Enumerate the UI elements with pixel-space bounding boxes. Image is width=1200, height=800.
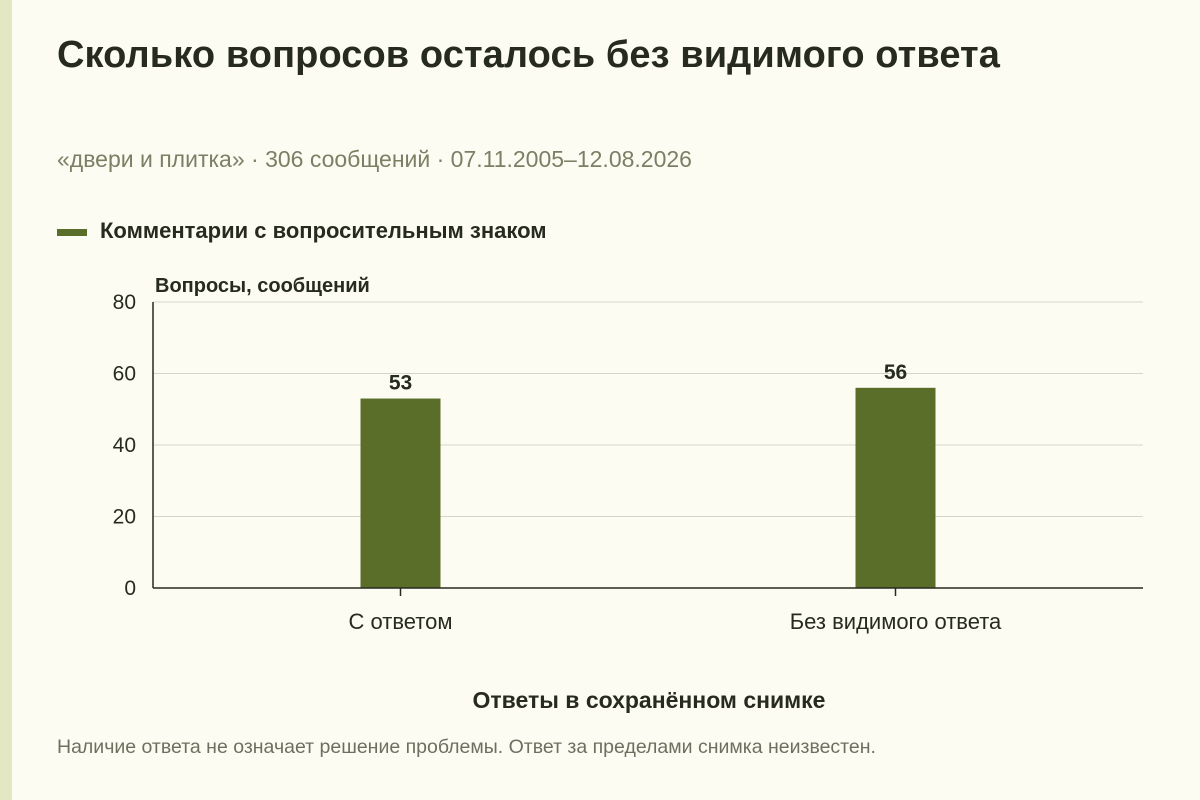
chart-subtitle: «двери и плитка» · 306 сообщений · 07.11… — [57, 146, 692, 172]
x-tick-labels: С ответом Без видимого ответа — [349, 588, 1002, 634]
y-tick-label: 0 — [124, 577, 136, 600]
x-tick-label: С ответом — [349, 609, 453, 634]
bar-value-label: 53 — [389, 372, 412, 395]
bar-value-label: 56 — [884, 361, 907, 384]
y-tick-label: 20 — [113, 506, 136, 529]
data-labels: 53 56 — [389, 361, 907, 395]
legend: Комментарии с вопросительным знаком — [57, 218, 547, 244]
gridlines — [153, 301, 1143, 517]
bar — [855, 387, 936, 588]
bars — [360, 387, 936, 588]
y-tick-label: 60 — [113, 363, 136, 386]
bar — [360, 398, 441, 588]
footnote: Наличие ответа не означает решение пробл… — [57, 736, 876, 758]
x-axis-title: Ответы в сохранённом снимке — [473, 687, 826, 713]
y-axis-title: Вопросы, сообщений — [155, 275, 370, 297]
y-tick-label: 40 — [113, 434, 136, 457]
left-accent-bar — [0, 0, 12, 800]
x-tick-label: Без видимого ответа — [790, 609, 1002, 634]
legend-label: Комментарии с вопросительным знаком — [100, 218, 547, 243]
y-tick-label: 80 — [113, 291, 136, 314]
legend-swatch — [57, 228, 87, 236]
chart-title: Сколько вопросов осталось без видимого о… — [57, 34, 1000, 76]
y-tick-labels: 0 20 40 60 80 — [113, 291, 136, 600]
